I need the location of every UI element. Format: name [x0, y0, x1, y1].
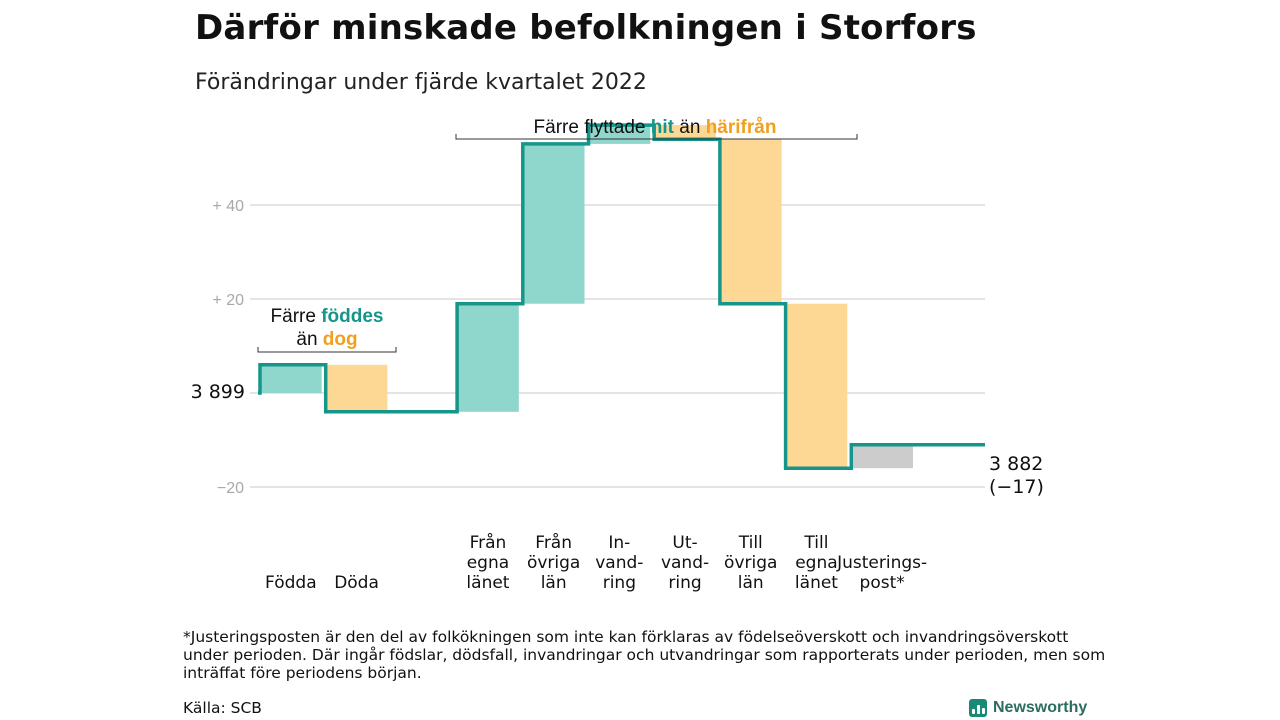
waterfall-bar [785, 303, 848, 469]
source-label: Källa: SCB [183, 699, 262, 717]
end-change-label: (−17) [989, 476, 1044, 498]
category-label: Till övriga län [724, 533, 777, 593]
start-value-label: 3 899 [191, 381, 245, 403]
cumulative-step-line [258, 123, 985, 470]
y-tick-label: −20 [217, 480, 244, 497]
category-label: Ut-vand-ring [661, 533, 709, 593]
annotation-births-plain2: än [296, 329, 322, 350]
annotation-moves-plain: Färre flyttade [534, 117, 651, 138]
waterfall-bar [654, 125, 716, 140]
annotation-births-bracket [257, 347, 397, 353]
waterfall-bar [719, 139, 782, 304]
category-labels: Födda Döda Från egna länet Från övriga län In-va… [265, 532, 927, 593]
chart-subtitle: Förändringar under fjärde kvartalet 2022 [195, 70, 647, 95]
waterfall-bar [325, 364, 388, 412]
waterfall-bar [851, 444, 913, 469]
annotation-births-line2: än dog [296, 329, 357, 350]
waterfall-chart: + 40 + 20 −20 Födda Döda Från egna länet Från öv… [191, 117, 1044, 593]
annotation-moves-text: Färre flyttade hit än härifrån [534, 117, 777, 138]
annotation-births-line1: Färre föddes [271, 306, 384, 327]
category-label: In-vand-ring [595, 533, 643, 593]
annotation-births: Färre föddes än dog [257, 306, 397, 353]
annotation-births-orange: dog [323, 329, 358, 350]
category-label: Till egna länet [795, 533, 838, 593]
y-tick-label: + 20 [212, 292, 244, 309]
annotation-moves-orange: härifrån [706, 117, 777, 138]
newsworthy-logo[interactable]: Newsworthy [969, 697, 1087, 719]
annotation-moves-bracket [455, 134, 858, 140]
waterfall-bar [457, 303, 519, 412]
chart-title: Därför minskade befolkningen i Storfors [195, 8, 977, 48]
y-axis-ticks: + 40 + 20 −20 [212, 198, 244, 497]
newsworthy-logo-icon [969, 699, 987, 717]
bars [260, 125, 913, 469]
category-label: Justerings-post* [836, 553, 927, 593]
end-value-label: 3 882 [989, 453, 1043, 475]
category-label: Födda [265, 573, 317, 593]
waterfall-bar [522, 143, 585, 304]
y-tick-label: + 40 [212, 198, 244, 215]
category-label: Från egna länet [466, 532, 509, 593]
newsworthy-logo-text: Newsworthy [993, 699, 1088, 716]
annotation-births-plain: Färre [271, 306, 322, 327]
annotation-moves-teal: hit [651, 117, 675, 138]
waterfall-bar [260, 364, 322, 393]
annotation-births-teal: föddes [321, 306, 383, 327]
annotation-moves-plain2: än [674, 117, 706, 138]
gridlines [250, 204, 985, 488]
category-label: Döda [334, 573, 379, 593]
annotation-moves: Färre flyttade hit än härifrån [455, 117, 858, 140]
footnote: *Justeringsposten är den del av folkökni… [183, 628, 1106, 682]
category-label: Från övriga län [527, 532, 580, 593]
